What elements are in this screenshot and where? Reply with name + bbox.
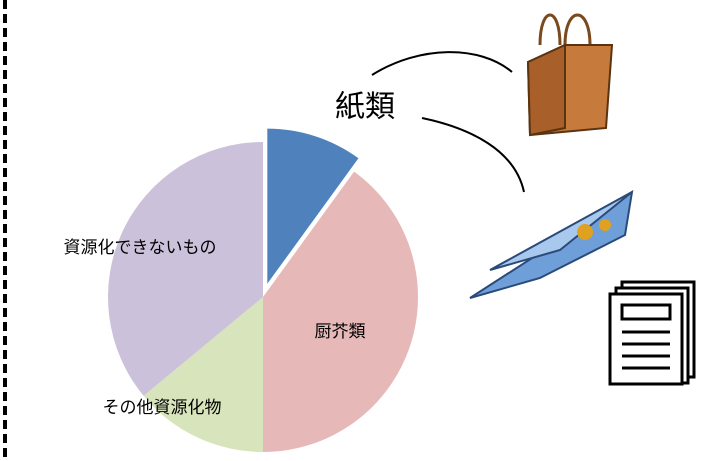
connector-lines	[371, 51, 525, 193]
pie-slice	[143, 297, 263, 452]
bag-icon	[526, 13, 614, 137]
slice-label: 紙類	[335, 90, 395, 125]
document-icon	[608, 280, 696, 386]
pie-slice	[263, 171, 418, 453]
slice-label: 厨芥類	[315, 322, 366, 342]
slice-label: その他資源化物	[103, 398, 222, 418]
envelope-icon	[469, 189, 634, 299]
pie-slice	[107, 142, 264, 396]
slice-label: 資源化できないもの	[64, 238, 217, 258]
pie-slice	[267, 128, 359, 284]
